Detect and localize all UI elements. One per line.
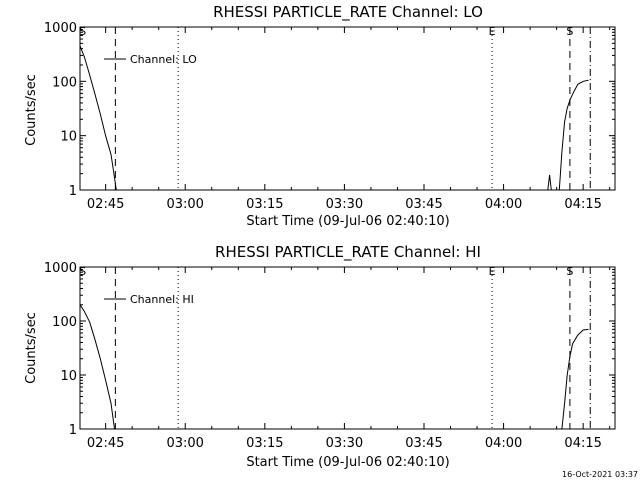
x-tick-label: 03:00 bbox=[166, 197, 203, 212]
chart-title: RHESSI PARTICLE_RATE Channel: HI bbox=[215, 243, 481, 262]
x-tick-label: 03:30 bbox=[326, 197, 363, 212]
time-marker-label: S bbox=[79, 265, 86, 278]
x-axis-label: Start Time (09-Jul-06 02:40:10) bbox=[246, 455, 449, 470]
x-tick-label: 03:15 bbox=[246, 197, 283, 212]
x-tick-label: 02:45 bbox=[87, 197, 124, 212]
plot-frame bbox=[79, 26, 616, 191]
time-marker-label: S bbox=[566, 265, 573, 278]
legend: Channel: LO bbox=[104, 53, 197, 66]
y-axis-label: Counts/sec bbox=[24, 312, 39, 384]
x-tick-label: 03:45 bbox=[405, 197, 442, 212]
time-marker-label: S bbox=[79, 25, 86, 38]
data-line-segment bbox=[80, 45, 117, 190]
x-tick-label: 03:30 bbox=[326, 436, 363, 451]
time-marker-label: E bbox=[489, 25, 496, 38]
y-tick-label: 10 bbox=[60, 369, 77, 384]
data-line-segment bbox=[547, 174, 552, 190]
y-tick-label: 1000 bbox=[44, 261, 77, 276]
y-tick-label: 1 bbox=[69, 184, 77, 199]
data-line-segment bbox=[561, 328, 589, 429]
data-line-segment bbox=[558, 79, 589, 190]
timestamp: 16-Oct-2021 03:37 bbox=[562, 470, 638, 479]
y-axis-label: Counts/sec bbox=[24, 74, 39, 146]
time-marker-label: E bbox=[489, 265, 496, 278]
y-tick-label: 1 bbox=[69, 423, 77, 438]
time-marker-label: S bbox=[566, 25, 573, 38]
y-tick-label: 100 bbox=[52, 75, 77, 90]
y-tick-label: 10 bbox=[60, 130, 77, 145]
legend-label: Channel: HI bbox=[130, 293, 194, 306]
y-tick-label: 100 bbox=[52, 315, 77, 330]
data-line-segment bbox=[80, 304, 115, 429]
plot-frame bbox=[79, 266, 616, 430]
chart-panel-hi: RHESSI PARTICLE_RATE Channel: HI Start T… bbox=[24, 243, 616, 470]
x-tick-label: 04:15 bbox=[564, 436, 601, 451]
x-tick-label: 03:45 bbox=[405, 436, 442, 451]
x-tick-label: 03:15 bbox=[246, 436, 283, 451]
y-tick-label: 1000 bbox=[44, 21, 77, 36]
chart-title: RHESSI PARTICLE_RATE Channel: LO bbox=[213, 3, 483, 22]
x-tick-label: 02:45 bbox=[87, 436, 124, 451]
x-axis-label: Start Time (09-Jul-06 02:40:10) bbox=[246, 214, 449, 229]
legend: Channel: HI bbox=[104, 293, 194, 306]
x-tick-label: 04:15 bbox=[564, 197, 601, 212]
legend-label: Channel: LO bbox=[130, 53, 197, 66]
x-tick-label: 03:00 bbox=[166, 436, 203, 451]
x-tick-label: 04:00 bbox=[485, 436, 522, 451]
chart-panel-lo: RHESSI PARTICLE_RATE Channel: LO Start T… bbox=[24, 3, 616, 229]
x-tick-label: 04:00 bbox=[485, 197, 522, 212]
